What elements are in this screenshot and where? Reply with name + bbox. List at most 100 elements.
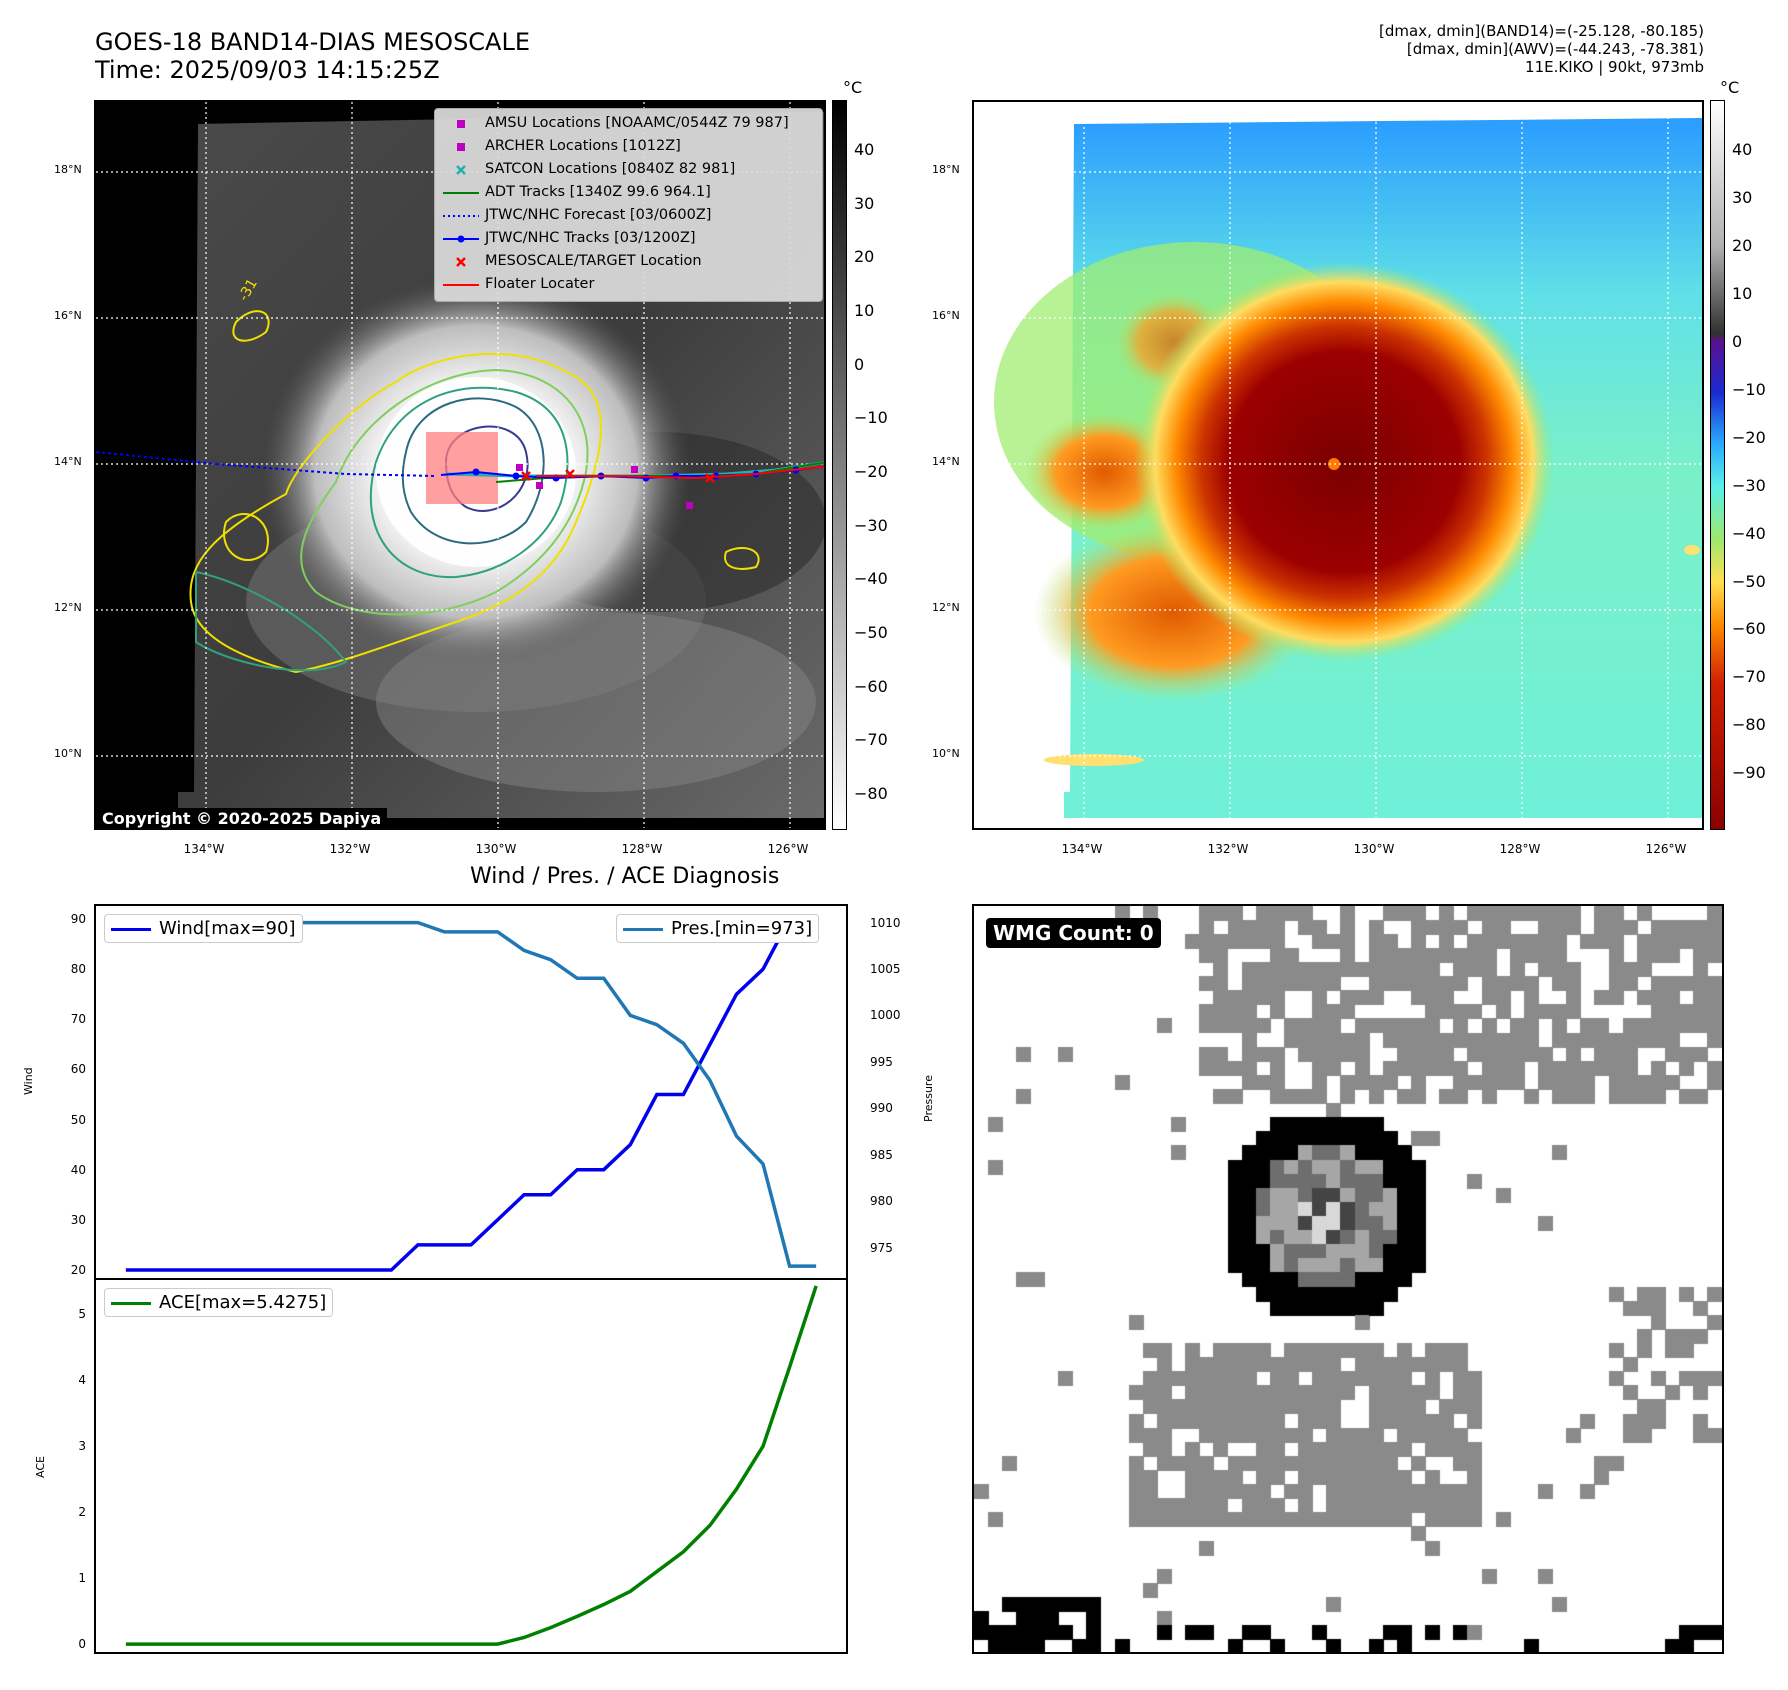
colorbar-enhanced-tick: −10 <box>1732 379 1766 399</box>
wmg-grid <box>974 906 1722 1652</box>
legend-target: MESOSCALE/TARGET Location <box>435 251 822 273</box>
lat-label-14: 14°N <box>54 455 82 468</box>
y-tick-label: 40 <box>70 1162 86 1177</box>
legend-adt: ADT Tracks [1340Z 99.6 964.1] <box>443 184 711 200</box>
colorbar-enhanced-tick: −20 <box>1732 427 1766 447</box>
y-tick-label: 90 <box>70 912 86 927</box>
storm-core <box>1134 262 1554 662</box>
y-right-tick-label: 1005 <box>870 961 901 976</box>
lat-label-16: 16°N <box>54 309 82 322</box>
colorbar-gray-tick: −80 <box>854 784 888 804</box>
info-awv: [dmax, dmin](AWV)=(-44.243, -78.381) <box>1406 40 1704 58</box>
wind-legend-swatch <box>111 927 151 931</box>
y-tick-label: 0 <box>78 1637 86 1652</box>
pressure-legend-swatch <box>623 927 663 931</box>
y-tick-label: 30 <box>70 1212 86 1227</box>
colorbar-enhanced-tick: 10 <box>1732 283 1753 303</box>
colorbar-enhanced-tick: −90 <box>1732 763 1766 783</box>
colorbar-gray-tick: −40 <box>854 569 888 589</box>
colorbar-enhanced-tick: −60 <box>1732 619 1766 639</box>
y-tick-label: 80 <box>70 962 86 977</box>
legend-jtwc-tracks: JTWC/NHC Tracks [03/1200Z] <box>435 228 822 250</box>
legend-forecast: JTWC/NHC Forecast [03/0600Z] <box>443 207 712 223</box>
y-tick-label: 5 <box>78 1307 86 1322</box>
enhanced-grid <box>974 102 1702 828</box>
lon-label-126: 126°W <box>767 842 809 856</box>
wmg-panel: WMG Count: 0 <box>972 904 1724 1654</box>
series-line-ace <box>125 1285 818 1646</box>
floater-track <box>536 465 824 480</box>
r-lat-label-10: 10°N <box>932 747 960 760</box>
legend-amsu: AMSU Locations [NOAAMC/0544Z 79 987] <box>435 113 822 135</box>
lon-label-134: 134°W <box>183 842 225 856</box>
enhanced-ir-svg <box>974 102 1702 828</box>
forecast-track <box>96 451 437 477</box>
mesoscale-target-box <box>426 432 498 504</box>
r-lon-label-126: 126°W <box>1645 842 1687 856</box>
r-lat-label-12: 12°N <box>932 601 960 614</box>
lat-label-10: 10°N <box>54 747 82 760</box>
colorbar-enhanced-tick: 0 <box>1732 331 1743 351</box>
r-lon-label-128: 128°W <box>1499 842 1541 856</box>
colorbar-enhanced-tick: −40 <box>1732 523 1766 543</box>
y-right-tick-label: 985 <box>870 1147 893 1162</box>
lon-label-130: 130°W <box>475 842 517 856</box>
y-tick-label: 2 <box>78 1505 86 1520</box>
colorbar-gray <box>832 100 847 830</box>
diagnosis-title: Wind / Pres. / ACE Diagnosis <box>470 864 780 889</box>
lon-label-132: 132°W <box>329 842 371 856</box>
amsu-archer-markers <box>516 464 693 509</box>
timestamp: Time: 2025/09/03 14:15:25Z <box>95 56 440 84</box>
info-block: [dmax, dmin](BAND14)=(-25.128, -80.185) … <box>1379 22 1704 76</box>
colorbar-gray-tick: −50 <box>854 623 888 643</box>
y-tick-label: 1 <box>78 1571 86 1586</box>
lat-label-18: 18°N <box>54 163 82 176</box>
legend-satcon: SATCON Locations [0840Z 82 981] <box>435 159 822 181</box>
copyright-label: Copyright © 2020-2025 Dapiya <box>96 808 388 828</box>
colorbar-gray-tick: 10 <box>854 301 875 321</box>
r-lon-label-134: 134°W <box>1061 842 1103 856</box>
ace-legend-swatch <box>111 1301 151 1305</box>
lat-label-12: 12°N <box>54 601 82 614</box>
colorbar-enhanced-tick: −80 <box>1732 715 1766 735</box>
y-tick-label: 60 <box>70 1062 86 1077</box>
colorbar-enhanced-unit: °C <box>1720 78 1740 97</box>
y-tick-label: 70 <box>70 1012 86 1027</box>
plot-frame <box>94 1278 848 1654</box>
temperature-contours <box>189 310 760 674</box>
colorbar-gray-unit: °C <box>843 78 863 97</box>
y-right-tick-label: 995 <box>870 1054 893 1069</box>
ace-legend: ACE[max=5.4275] <box>104 1288 334 1317</box>
r-lat-label-18: 18°N <box>932 163 960 176</box>
y-right-tick-label: 980 <box>870 1194 893 1209</box>
wind-axis-title: Wind <box>22 1067 35 1095</box>
ir-map-panel: -31 AMSU Locations [NOAAMC/0544Z 79 987]… <box>94 100 826 830</box>
colorbar-gray-tick: −60 <box>854 676 888 696</box>
y-tick-label: 4 <box>78 1373 86 1388</box>
colorbar-enhanced-tick: 40 <box>1732 140 1753 159</box>
colorbar-enhanced-tick: −30 <box>1732 475 1766 495</box>
y-right-tick-label: 975 <box>870 1240 893 1255</box>
colorbar-enhanced-tick: 20 <box>1732 235 1753 255</box>
wmg-count-badge: WMG Count: 0 <box>986 918 1161 948</box>
ace-chart <box>94 1278 848 1654</box>
pressure-axis-title: Pressure <box>922 1075 935 1122</box>
map-legend: AMSU Locations [NOAAMC/0544Z 79 987] ARC… <box>434 108 823 302</box>
info-storm: 11E.KIKO | 90kt, 973mb <box>1525 58 1704 76</box>
enhanced-ir-panel <box>972 100 1704 830</box>
colorbar-gray-tick: −20 <box>854 462 888 482</box>
y-right-tick-label: 1000 <box>870 1008 901 1023</box>
colorbar-gray-tick: 30 <box>854 193 875 213</box>
series-line-wind <box>125 917 817 1272</box>
y-tick-label: 3 <box>78 1439 86 1454</box>
plot-frame <box>94 904 848 1280</box>
wind-pressure-chart <box>94 904 848 1280</box>
pressure-legend: Pres.[min=973] <box>616 914 820 943</box>
page-title: GOES-18 BAND14-DIAS MESOSCALE <box>95 28 531 56</box>
r-lat-label-14: 14°N <box>932 455 960 468</box>
y-tick-label: 20 <box>70 1262 86 1277</box>
colorbar-gray-tick: 20 <box>854 247 875 267</box>
ace-axis-title: ACE <box>34 1456 47 1478</box>
y-right-tick-label: 1010 <box>870 915 901 930</box>
colorbar-enhanced-tick: 30 <box>1732 187 1753 207</box>
